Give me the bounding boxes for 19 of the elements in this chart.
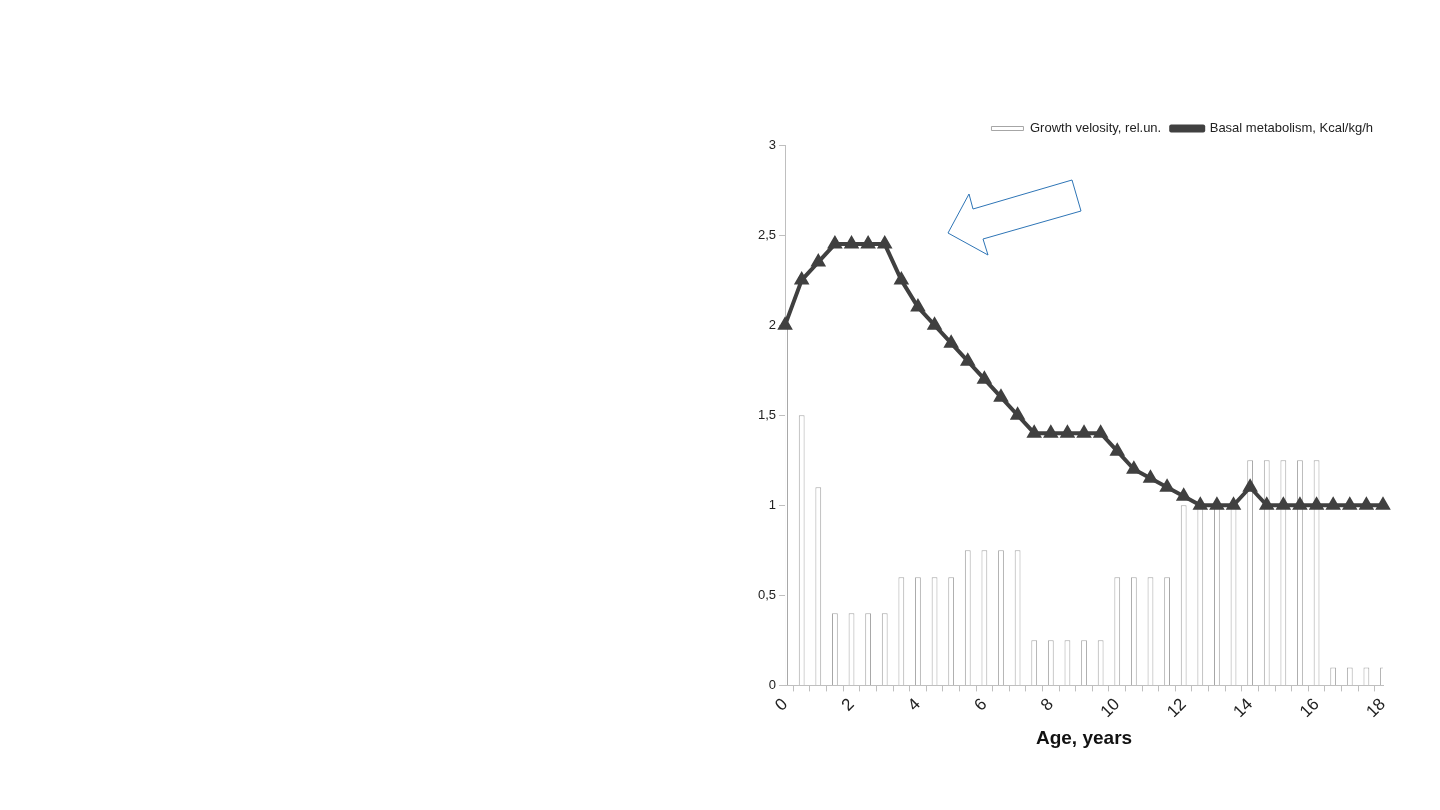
x-tick-label: 18: [1362, 694, 1390, 722]
x-tick-label: 8: [1036, 694, 1057, 715]
legend-label: Basal metabolism, Kcal/kg/h: [1209, 120, 1373, 136]
y-tick-label: 1: [768, 496, 777, 512]
legend-label: Growth velosity, rel.un.: [1029, 120, 1162, 136]
x-tick-label: 6: [970, 694, 991, 715]
x-tick-label: 12: [1163, 694, 1190, 722]
y-tick-label: 3: [768, 136, 777, 152]
x-tick-label: 4: [903, 694, 925, 715]
y-tick-label: 1,5: [757, 406, 777, 422]
x-tick-label: 14: [1229, 694, 1257, 722]
x-tick-label: 2: [837, 694, 858, 715]
y-tick-label: 0: [768, 676, 777, 692]
x-tick-label: 10: [1096, 694, 1124, 722]
y-tick-label: 0,5: [757, 586, 777, 602]
y-tick-label: 2: [768, 316, 777, 332]
x-axis-title: Age, years: [1035, 726, 1133, 748]
x-tick-label: 16: [1295, 694, 1323, 722]
y-tick-label: 2,5: [757, 226, 777, 242]
